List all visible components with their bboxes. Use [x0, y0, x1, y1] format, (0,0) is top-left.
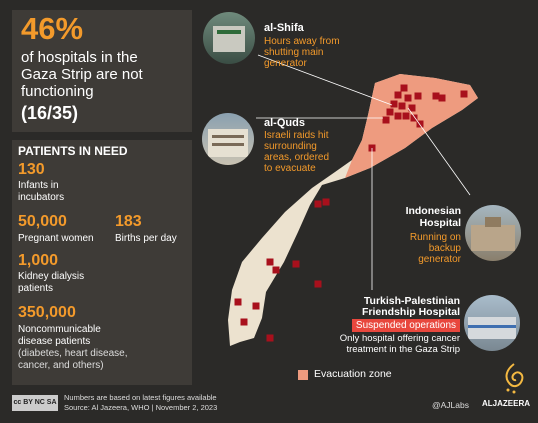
indonesian-leader: [407, 107, 471, 196]
births-label: Births per day: [115, 233, 177, 244]
percent-stat: 46%: [21, 11, 84, 46]
hospital-marker: [402, 112, 410, 120]
footer-handle: @AJLabs: [432, 400, 469, 410]
shifa-photo: [203, 12, 255, 64]
turkish-note-1: Only hospital offering cancer: [339, 333, 460, 344]
patients-heading: PATIENTS IN NEED: [18, 144, 128, 158]
headline-line1: of hospitals in the: [21, 49, 138, 66]
hospital-marker: [386, 108, 394, 116]
turkish-name-2: Friendship Hospital: [361, 306, 460, 318]
infants-label-1: Infants in: [18, 180, 59, 191]
pregnant-label: Pregnant women: [18, 233, 94, 244]
headline-line2: Gaza Strip are not: [21, 66, 143, 83]
evacuation-swatch: [298, 370, 308, 380]
quds-name: al-Quds: [264, 117, 305, 129]
quds-note-4: to evacuate: [264, 163, 316, 174]
hospital-marker: [266, 334, 274, 342]
hospital-marker: [314, 280, 322, 288]
hospital-marker: [314, 200, 322, 208]
footer-brand: ALJAZEERA: [482, 399, 531, 408]
hospital-marker: [394, 112, 402, 120]
turkish-note-2: treatment in the Gaza Strip: [346, 344, 460, 355]
hospital-marker: [398, 102, 406, 110]
shifa-note-3: generator: [264, 58, 307, 69]
hospital-marker: [404, 94, 412, 102]
evacuation-zone: [345, 74, 478, 178]
quds-photo: [202, 113, 254, 165]
turkish-photo: [464, 295, 520, 351]
footer-source: Source: Al Jazeera, WHO | November 2, 20…: [64, 403, 218, 412]
infants-value: 130: [18, 161, 45, 178]
hospital-marker: [322, 198, 330, 206]
hospital-marker: [416, 120, 424, 128]
hospital-marker: [266, 258, 274, 266]
footer: cc BY NC SA Numbers are based on latest …: [0, 388, 538, 423]
ncd-label-3: (diabetes, heart disease,: [18, 348, 128, 359]
hospital-marker: [292, 260, 300, 268]
hospital-marker: [252, 302, 260, 310]
patients-panel: PATIENTS IN NEED 130 Infants in incubato…: [12, 140, 192, 385]
hospital-marker: [408, 104, 416, 112]
shifa-leader: [257, 54, 393, 106]
headline-line3: functioning: [21, 83, 94, 100]
pregnant-value: 50,000: [18, 213, 67, 230]
indonesian-note-3: generator: [418, 254, 461, 265]
headline-ratio: (16/35): [21, 103, 79, 123]
hospital-marker: [382, 116, 390, 124]
hospital-marker: [272, 266, 280, 274]
shifa-note-1: Hours away from: [264, 36, 340, 47]
kidney-label-1: Kidney dialysis: [18, 271, 85, 282]
kidney-label-2: patients: [18, 283, 54, 294]
indonesian-note-1: Running on: [409, 232, 461, 243]
aljazeera-logo-icon: [505, 363, 524, 394]
indonesian-name-1: Indonesian: [405, 205, 461, 217]
births-value: 183: [115, 213, 142, 230]
hospital-marker: [410, 114, 418, 122]
infants-label-2: incubators: [18, 192, 65, 203]
turkish-badge: Suspended operations: [351, 319, 460, 333]
quds-note-1: Israeli raids hit: [264, 130, 329, 141]
quds-note-3: areas, ordered: [264, 152, 330, 163]
shifa-name: al-Shifa: [264, 22, 304, 34]
hospital-marker: [234, 298, 242, 306]
ncd-label-1: Noncommunicable: [18, 324, 101, 335]
hospital-marker: [390, 100, 398, 108]
turkish-status: Suspended operations: [338, 319, 460, 333]
cc-license-badge: cc BY NC SA: [12, 395, 58, 411]
indonesian-name-2: Hospital: [419, 217, 461, 229]
hospital-marker: [400, 84, 408, 92]
footer-note: Numbers are based on latest figures avai…: [64, 393, 217, 402]
hospital-marker: [432, 92, 440, 100]
evacuation-label: Evacuation zone: [314, 368, 392, 380]
hospital-markers: [234, 84, 468, 342]
turkish-name-1: Turkish-Palestinian: [363, 295, 460, 307]
kidney-value: 1,000: [18, 252, 59, 269]
indonesian-note-2: backup: [428, 243, 461, 254]
shifa-note-2: shutting main: [264, 47, 324, 58]
ncd-label-4: cancer, and others): [18, 360, 104, 371]
ncd-label-2: disease patients: [18, 336, 91, 347]
quds-note-2: surrounding: [264, 141, 317, 152]
hospital-marker: [414, 92, 422, 100]
ncd-value: 350,000: [18, 304, 76, 321]
hospital-marker: [240, 318, 248, 326]
hospital-marker: [438, 94, 446, 102]
headline-panel: 46% of hospitals in the Gaza Strip are n…: [12, 10, 192, 132]
indonesian-photo: [465, 205, 521, 261]
hospital-marker: [394, 91, 402, 99]
hospital-marker: [460, 90, 468, 98]
